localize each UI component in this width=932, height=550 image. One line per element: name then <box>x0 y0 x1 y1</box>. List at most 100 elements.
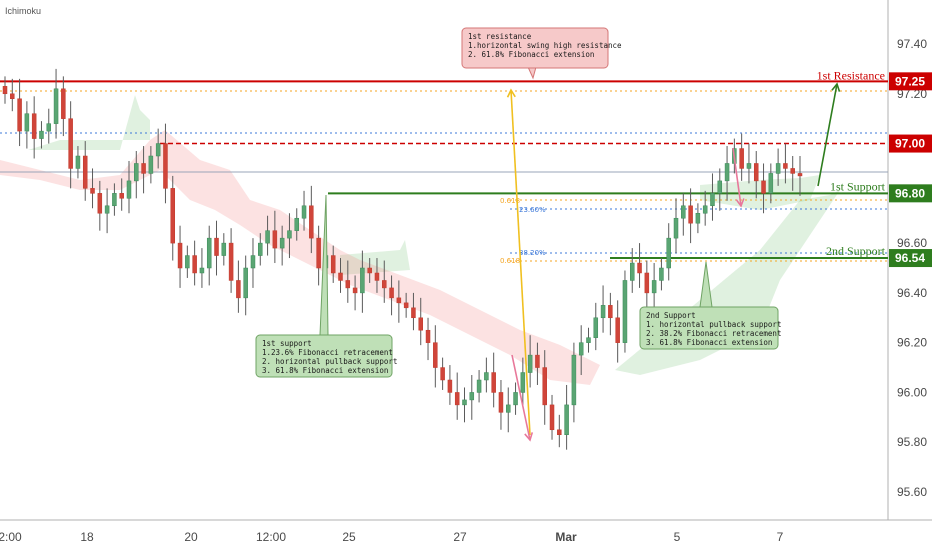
candle-body[interactable] <box>243 267 248 299</box>
candle-body[interactable] <box>557 429 562 436</box>
candle-body[interactable] <box>192 255 197 274</box>
candle-body[interactable] <box>761 180 766 194</box>
candle-body[interactable] <box>214 237 219 256</box>
candle-body[interactable] <box>578 342 584 356</box>
candle-body[interactable] <box>469 392 475 401</box>
candle-body[interactable] <box>301 205 307 219</box>
candle-body[interactable] <box>221 242 227 256</box>
candle-body[interactable] <box>702 205 708 214</box>
candle-body[interactable] <box>163 143 168 189</box>
candle-body[interactable] <box>476 379 482 393</box>
candle-body[interactable] <box>673 217 679 239</box>
candle-body[interactable] <box>374 272 380 281</box>
candle-body[interactable] <box>629 262 635 281</box>
candle-body[interactable] <box>46 123 52 132</box>
candle-body[interactable] <box>389 287 394 299</box>
candle-body[interactable] <box>155 143 161 157</box>
candle-body[interactable] <box>61 88 66 119</box>
candle-body[interactable] <box>228 242 234 281</box>
candle-body[interactable] <box>600 305 606 319</box>
candle-body[interactable] <box>520 372 526 393</box>
candle-body[interactable] <box>433 342 438 368</box>
candle-body[interactable] <box>126 180 132 199</box>
candle-body[interactable] <box>768 173 774 194</box>
candle-body[interactable] <box>425 329 431 343</box>
candle-body[interactable] <box>75 155 81 169</box>
candle-body[interactable] <box>250 255 256 269</box>
candle-body[interactable] <box>382 280 387 289</box>
candle-body[interactable] <box>294 217 299 231</box>
candle-body[interactable] <box>90 188 95 194</box>
candle-body[interactable] <box>82 155 88 189</box>
candle-body[interactable] <box>644 272 650 294</box>
candle-body[interactable] <box>506 404 511 413</box>
candle-body[interactable] <box>666 237 671 269</box>
candle-body[interactable] <box>112 193 117 207</box>
candle-body[interactable] <box>53 88 59 124</box>
candle-body[interactable] <box>97 193 103 214</box>
candle-body[interactable] <box>739 148 744 169</box>
candle-body[interactable] <box>31 113 37 139</box>
candle-body[interactable] <box>10 93 15 100</box>
candle-body[interactable] <box>637 262 642 274</box>
price-badge[interactable]: 96.54 <box>889 249 932 268</box>
candle-body[interactable] <box>265 230 270 244</box>
candle-body[interactable] <box>498 392 504 413</box>
candle-body[interactable] <box>68 118 73 169</box>
candle-body[interactable] <box>622 280 628 343</box>
candle-body[interactable] <box>316 237 321 269</box>
candle-body[interactable] <box>513 392 518 406</box>
candle-body[interactable] <box>206 237 212 269</box>
candle-body[interactable] <box>360 267 365 294</box>
candle-body[interactable] <box>586 337 591 343</box>
candle-body[interactable] <box>309 205 314 239</box>
candle-body[interactable] <box>651 280 657 294</box>
candle-body[interactable] <box>753 163 759 182</box>
candle-body[interactable] <box>177 242 183 269</box>
candle-body[interactable] <box>396 297 402 304</box>
candle-body[interactable] <box>352 287 358 294</box>
price-badge[interactable]: 97.25 <box>889 72 932 91</box>
candle-body[interactable] <box>2 86 8 95</box>
candle-body[interactable] <box>104 205 110 214</box>
candle-body[interactable] <box>403 302 409 309</box>
candle-body[interactable] <box>615 317 620 343</box>
candle-body[interactable] <box>134 163 139 182</box>
candle-body[interactable] <box>746 163 752 169</box>
candle-body[interactable] <box>199 267 205 274</box>
candle-body[interactable] <box>710 193 715 207</box>
candle-body[interactable] <box>688 205 693 224</box>
candle-body[interactable] <box>236 280 241 299</box>
price-badge[interactable]: 96.80 <box>889 184 932 203</box>
price-badge[interactable]: 97.00 <box>889 134 932 153</box>
candle-body[interactable] <box>608 305 613 319</box>
candle-body[interactable] <box>462 399 467 406</box>
candle-body[interactable] <box>797 173 803 177</box>
candle-body[interactable] <box>454 392 460 406</box>
candle-body[interactable] <box>279 237 285 249</box>
candle-body[interactable] <box>491 372 496 393</box>
candle-body[interactable] <box>775 163 781 174</box>
time-axis-panel[interactable] <box>0 520 888 550</box>
candle-body[interactable] <box>571 354 577 406</box>
candle-body[interactable] <box>790 168 795 174</box>
candle-body[interactable] <box>367 267 372 274</box>
candle-body[interactable] <box>170 188 176 244</box>
candle-body[interactable] <box>338 272 343 281</box>
candle-body[interactable] <box>287 230 292 239</box>
candle-body[interactable] <box>418 317 423 331</box>
candle-body[interactable] <box>681 205 686 219</box>
candle-body[interactable] <box>783 163 788 169</box>
candle-body[interactable] <box>564 404 569 436</box>
candle-body[interactable] <box>272 230 278 249</box>
candle-body[interactable] <box>148 155 154 174</box>
candle-body[interactable] <box>527 354 533 373</box>
candle-body[interactable] <box>484 372 489 381</box>
candle-body[interactable] <box>119 193 124 199</box>
candle-body[interactable] <box>724 163 730 182</box>
candle-body[interactable] <box>258 242 263 256</box>
